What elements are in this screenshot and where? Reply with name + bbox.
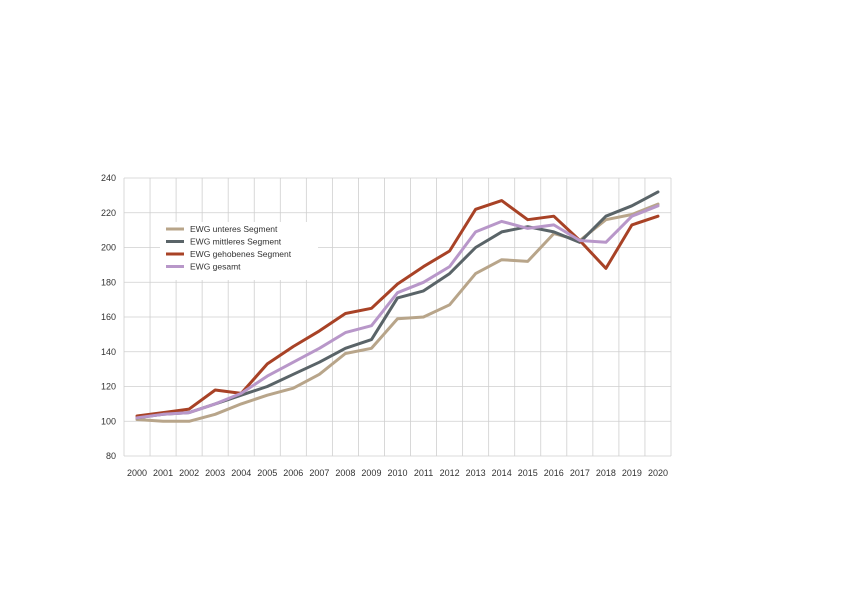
y-tick-label: 80 xyxy=(106,451,116,461)
x-tick-label: 2011 xyxy=(414,468,433,478)
x-tick-label: 2003 xyxy=(205,468,225,478)
x-tick-label: 2010 xyxy=(387,468,407,478)
legend-label: EWG mittleres Segment xyxy=(190,237,282,247)
series-lines xyxy=(135,190,660,423)
x-tick-label: 2007 xyxy=(309,468,329,478)
y-tick-label: 120 xyxy=(101,382,116,392)
x-tick-label: 2018 xyxy=(596,468,616,478)
x-axis: 2000 2001 2002 2003 2004 2005 2006 2007 2008 2009… xyxy=(127,468,668,478)
legend-background xyxy=(160,222,318,280)
y-tick-label: 200 xyxy=(101,243,116,253)
x-tick-label: 2001 xyxy=(153,468,173,478)
x-tick-label: 2006 xyxy=(283,468,303,478)
x-tick-label: 2009 xyxy=(361,468,381,478)
y-tick-label: 220 xyxy=(101,208,116,218)
series-line-3 xyxy=(135,199,660,418)
x-tick-label: 2000 xyxy=(127,468,147,478)
x-tick-label: 2012 xyxy=(440,468,460,478)
x-tick-label: 2020 xyxy=(648,468,668,478)
x-tick-label: 2016 xyxy=(544,468,564,478)
x-tick-label: 2013 xyxy=(466,468,486,478)
grid xyxy=(123,177,672,457)
x-tick-label: 2008 xyxy=(335,468,355,478)
legend: EWG unteres Segment EWG mittleres Segment… xyxy=(160,222,318,280)
x-tick-label: 2005 xyxy=(257,468,277,478)
x-tick-label: 2014 xyxy=(492,468,512,478)
legend-label: EWG gesamt xyxy=(190,262,241,272)
legend-label: EWG unteres Segment xyxy=(190,224,278,234)
x-tick-label: 2004 xyxy=(231,468,251,478)
x-tick-label: 2017 xyxy=(570,468,590,478)
y-tick-label: 140 xyxy=(101,347,116,357)
legend-label: EWG gehobenes Segment xyxy=(190,249,292,259)
y-tick-label: 180 xyxy=(101,277,116,287)
y-tick-label: 100 xyxy=(101,416,116,426)
y-axis: 80 100 120 140 160 180 200 220 240 xyxy=(101,173,116,461)
y-tick-label: 160 xyxy=(101,312,116,322)
series-line-4 xyxy=(135,204,660,420)
x-tick-label: 2019 xyxy=(622,468,642,478)
y-tick-label: 240 xyxy=(101,173,116,183)
x-tick-label: 2015 xyxy=(518,468,538,478)
x-tick-label: 2002 xyxy=(179,468,199,478)
